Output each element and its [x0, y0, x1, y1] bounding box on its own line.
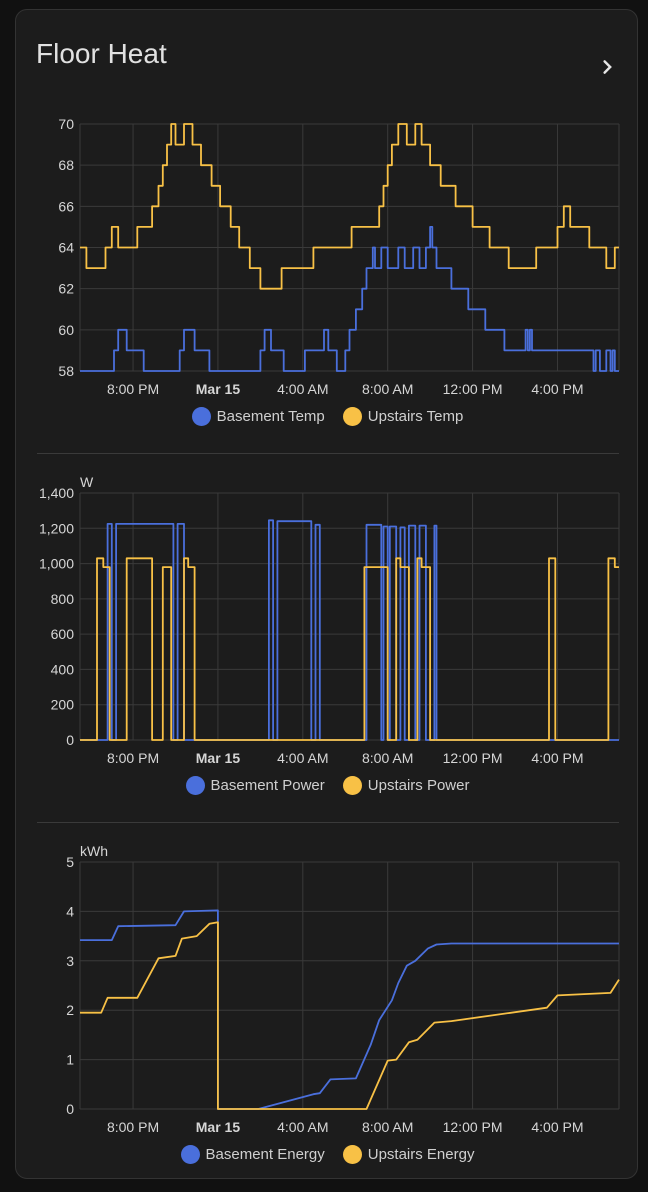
x-tick-label: 12:00 PM	[443, 381, 503, 397]
y-tick-label: 60	[58, 322, 74, 338]
x-tick-label: 4:00 PM	[531, 1119, 583, 1134]
y-tick-label: 1	[66, 1052, 74, 1068]
x-tick-label: 8:00 PM	[107, 1119, 159, 1134]
temperature-chart: 58 60 62 64 66 68 70 8:00 PM Mar 15 4:00 AM 8:00 A…	[58, 116, 620, 397]
x-tick-label: 4:00 PM	[531, 750, 583, 765]
unit-label: W	[80, 474, 94, 490]
legend-label: Upstairs Temp	[367, 408, 464, 425]
unit-label: kWh	[80, 843, 108, 859]
divider	[37, 822, 619, 823]
legend-dot-yellow	[342, 407, 362, 426]
y-tick-label: 600	[51, 626, 75, 642]
energy-legend: Basement Energy Upstairs Energy	[16, 1145, 639, 1164]
divider	[37, 453, 619, 454]
y-tick-label: 3	[66, 953, 74, 969]
x-tick-label: 12:00 PM	[443, 750, 503, 765]
y-tick-label: 1,400	[39, 485, 74, 501]
y-tick-label: 62	[58, 281, 74, 297]
x-tick-label: Mar 15	[196, 750, 241, 765]
x-tick-label: 4:00 AM	[277, 381, 328, 397]
x-tick-label: 8:00 PM	[107, 750, 159, 765]
x-tick-label: 12:00 PM	[443, 1119, 503, 1134]
legend-dot-yellow	[342, 776, 362, 795]
legend-label: Basement Energy	[205, 1146, 325, 1163]
legend-upstairs-power[interactable]: Upstairs Power	[342, 776, 470, 795]
energy-chart: 0 1 2 3 4 5 8:00 PM Mar 15 4:00 AM 8:00 AM 12:00 P…	[66, 843, 620, 1134]
y-tick-label: 1,000	[39, 556, 74, 572]
series-line-upstairs-power	[80, 557, 619, 741]
series-line-upstairs-energy	[80, 921, 620, 1110]
x-tick-label: 8:00 PM	[107, 381, 159, 397]
y-tick-label: 2	[66, 1002, 74, 1018]
series-line-basement-power	[80, 519, 619, 741]
x-tick-label: 4:00 AM	[277, 750, 328, 765]
legend-dot-blue	[180, 1145, 200, 1164]
legend-dot-blue	[185, 776, 205, 795]
y-tick-label: 58	[58, 363, 74, 379]
series-line-upstairs-temp	[80, 123, 619, 290]
y-tick-label: 68	[58, 157, 74, 173]
power-legend: Basement Power Upstairs Power	[16, 776, 639, 795]
legend-upstairs-energy[interactable]: Upstairs Energy	[342, 1145, 475, 1164]
legend-dot-yellow	[342, 1145, 362, 1164]
temperature-legend: Basement Temp Upstairs Temp	[16, 407, 639, 426]
legend-basement-power[interactable]: Basement Power	[185, 776, 325, 795]
floor-heat-card: Floor Heat 58 60 62 64 66 68 70 8:00 PM Mar 15 4:…	[15, 9, 638, 1179]
y-tick-label: 1,200	[39, 520, 74, 536]
card-title: Floor Heat	[36, 38, 167, 69]
series-line-basement-energy	[80, 909, 619, 1110]
legend-basement-energy[interactable]: Basement Energy	[180, 1145, 325, 1164]
y-tick-label: 64	[58, 240, 74, 256]
y-tick-label: 200	[51, 697, 75, 713]
legend-label: Basement Power	[210, 777, 325, 794]
x-tick-label: 4:00 AM	[277, 1119, 328, 1134]
x-tick-label: Mar 15	[196, 1119, 241, 1134]
y-tick-label: 5	[66, 854, 74, 870]
legend-label: Upstairs Energy	[367, 1146, 475, 1163]
y-tick-label: 400	[51, 661, 75, 677]
y-tick-label: 0	[66, 732, 74, 748]
series-line-basement-temp	[80, 226, 619, 372]
y-tick-label: 66	[58, 198, 74, 214]
legend-basement-temp[interactable]: Basement Temp	[191, 407, 325, 426]
power-chart: 0 200 400 600 800 1,000 1,200 1,400 8:00 PM Mar 1…	[39, 474, 620, 765]
chevron-right-icon[interactable]	[596, 55, 620, 79]
legend-label: Basement Temp	[216, 408, 325, 425]
legend-label: Upstairs Power	[367, 777, 470, 794]
x-tick-label: 8:00 AM	[362, 381, 413, 397]
x-tick-label: Mar 15	[196, 381, 241, 397]
legend-upstairs-temp[interactable]: Upstairs Temp	[342, 407, 464, 426]
legend-dot-blue	[191, 407, 211, 426]
x-tick-label: 8:00 AM	[362, 1119, 413, 1134]
y-tick-label: 70	[58, 116, 74, 132]
y-tick-label: 0	[66, 1101, 74, 1117]
y-tick-label: 4	[66, 903, 74, 919]
x-tick-label: 4:00 PM	[531, 381, 583, 397]
y-tick-label: 800	[51, 591, 75, 607]
x-tick-label: 8:00 AM	[362, 750, 413, 765]
